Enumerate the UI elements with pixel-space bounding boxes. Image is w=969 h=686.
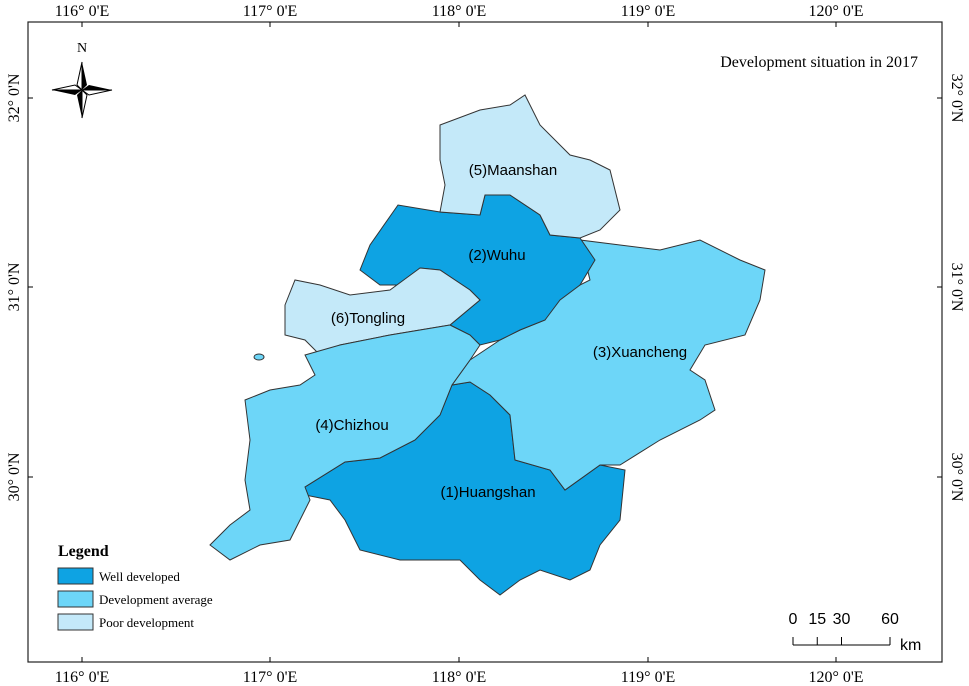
region-label: (2)Wuhu <box>468 247 525 264</box>
latitude-label: 31° 0'N <box>6 262 23 311</box>
region-label: (4)Chizhou <box>315 417 388 434</box>
latitude-label: 30° 0'N <box>948 453 965 502</box>
scale-label: 0 <box>789 611 798 628</box>
latitude-label: 32° 0'N <box>6 73 23 122</box>
longitude-label: 120° 0'E <box>808 669 863 686</box>
scale-label: 30 <box>833 611 851 628</box>
region-label: (5)Maanshan <box>469 162 557 179</box>
scale-unit: km <box>900 637 921 654</box>
longitude-label: 119° 0'E <box>621 3 675 20</box>
region-label: (3)Xuancheng <box>593 344 687 361</box>
longitude-label: 120° 0'E <box>808 3 863 20</box>
latitude-label: 30° 0'N <box>6 452 23 501</box>
legend-swatch <box>57 613 94 631</box>
region-label: (6)Tongling <box>331 310 405 327</box>
map-title: Development situation in 2017 <box>720 54 918 71</box>
scale-label: 60 <box>881 611 899 628</box>
island <box>253 353 265 361</box>
region-maanshan <box>439 94 621 239</box>
legend-label: Poor development <box>99 615 194 630</box>
legend-title: Legend <box>58 543 109 560</box>
longitude-label: 117° 0'E <box>243 3 297 20</box>
latitude-label: 32° 0'N <box>948 74 965 123</box>
legend-swatch <box>57 567 94 585</box>
longitude-label: 118° 0'E <box>432 669 486 686</box>
legend-swatch <box>57 590 94 608</box>
legend-label: Well developed <box>99 569 180 584</box>
region-chizhou <box>209 324 481 561</box>
latitude-label: 31° 0'N <box>948 263 965 312</box>
longitude-label: 118° 0'E <box>432 3 486 20</box>
longitude-label: 116° 0'E <box>55 3 109 20</box>
longitude-label: 119° 0'E <box>621 669 675 686</box>
north-label: N <box>77 41 87 56</box>
scale-label: 15 <box>808 611 826 628</box>
region-label: (1)Huangshan <box>440 484 535 501</box>
longitude-label: 117° 0'E <box>243 669 297 686</box>
legend-label: Development average <box>99 592 213 607</box>
north-arrow: N <box>51 41 113 119</box>
regions <box>209 94 766 596</box>
longitude-label: 116° 0'E <box>55 669 109 686</box>
